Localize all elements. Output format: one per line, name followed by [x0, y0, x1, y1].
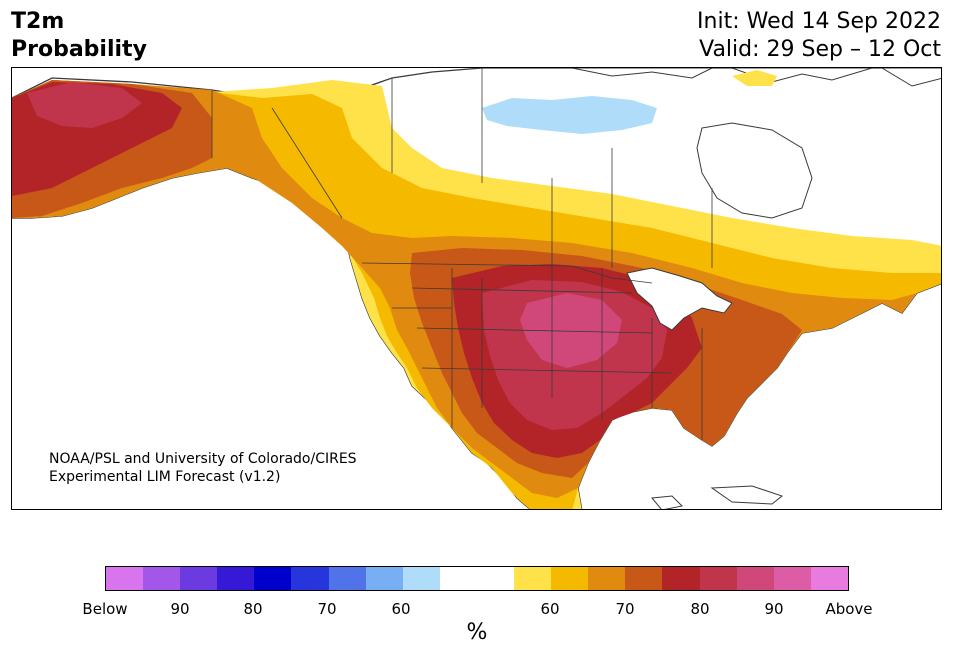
colorbar-tick-label: Below [82, 600, 128, 618]
init-date: Init: Wed 14 Sep 2022 [697, 9, 941, 34]
colorbar-segment [514, 567, 552, 590]
title-line-2: Probability [11, 37, 147, 62]
colorbar-segment [588, 567, 626, 590]
colorbar-tick-label: Above [825, 600, 873, 618]
colorbar-tick-label: 80 [690, 600, 710, 618]
colorbar-segment [625, 567, 663, 590]
caribbean-islands [651, 485, 784, 509]
title-line-1: T2m [11, 9, 65, 34]
colorbar-unit: % [466, 620, 488, 645]
colorbar-segment [106, 567, 144, 590]
map-title: T2m Probability [11, 8, 147, 64]
colorbar [105, 566, 849, 591]
colorbar-tick-label: 70 [615, 600, 635, 618]
colorbar-segment [551, 567, 589, 590]
colorbar-segment [291, 567, 329, 590]
colorbar-segment [662, 567, 700, 590]
colorbar-segment [699, 567, 737, 590]
colorbar-tick-label: 90 [170, 600, 190, 618]
map-canvas [12, 68, 941, 509]
borders [211, 68, 713, 440]
colorbar-segment [736, 567, 774, 590]
region-light-blue [482, 96, 657, 134]
probability-map [11, 67, 942, 510]
colorbar-segment [328, 567, 366, 590]
colorbar-segment [180, 567, 218, 590]
colorbar-segment [143, 567, 181, 590]
credit-line-1: NOAA/PSL and University of Colorado/CIRE… [49, 451, 357, 467]
colorbar-tick-label: 90 [764, 600, 784, 618]
colorbar-tick-label: 60 [391, 600, 411, 618]
forecast-dates: Init: Wed 14 Sep 2022 Valid: 29 Sep – 12… [697, 8, 941, 64]
credit-line-2: Experimental LIM Forecast (v1.2) [49, 469, 281, 485]
colorbar-segment [476, 567, 515, 590]
hudson-bay [696, 122, 813, 219]
great-lakes [626, 267, 733, 331]
credit-text: NOAA/PSL and University of Colorado/CIRE… [49, 450, 357, 486]
colorbar-tick-label: 60 [540, 600, 560, 618]
colorbar-segment [365, 567, 403, 590]
colorbar-segment [254, 567, 292, 590]
colorbar-segment [439, 567, 477, 590]
colorbar-tick-label: 80 [243, 600, 263, 618]
colorbar-segment [402, 567, 440, 590]
colorbar-segment [217, 567, 255, 590]
region-pink [520, 293, 622, 368]
colorbar-segment [773, 567, 811, 590]
colorbar-labels: Below 90 80 70 60 60 70 80 90 Above [0, 600, 953, 620]
valid-date: Valid: 29 Sep – 12 Oct [699, 37, 941, 62]
colorbar-tick-label: 70 [317, 600, 337, 618]
region-yellow-north [732, 70, 777, 86]
colorbar-segment [810, 567, 848, 590]
region-crimson [27, 82, 667, 430]
